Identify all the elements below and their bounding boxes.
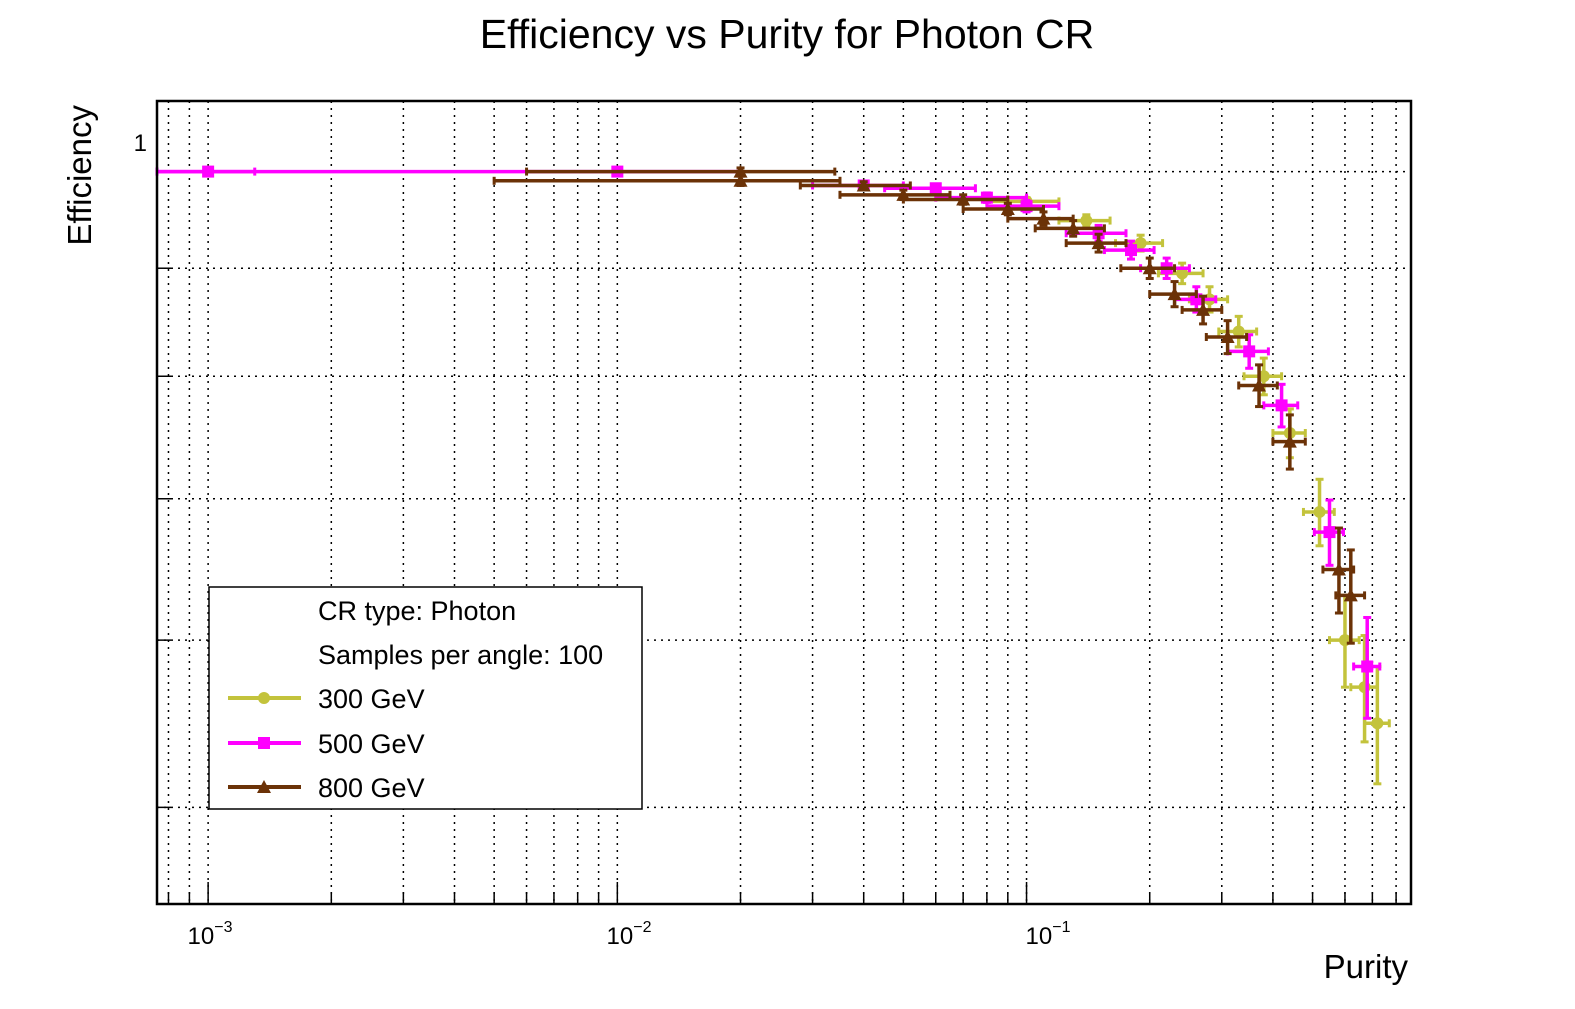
- data-point: [1282, 434, 1297, 448]
- label-layer: 1 10−3 10−2 10−1 Purity Efficiency: [61, 105, 1408, 985]
- series-800-gev: [492, 164, 1367, 645]
- data-layer: [155, 164, 1391, 786]
- data-point: [1142, 261, 1157, 275]
- data-point: [1361, 660, 1374, 673]
- data-point: [733, 164, 748, 178]
- legend-label-300: 300 GeV: [318, 684, 425, 714]
- data-point: [1275, 399, 1288, 412]
- data-point: [1243, 345, 1256, 358]
- data-point: [1066, 221, 1081, 235]
- data-point: [956, 192, 971, 206]
- series-500-gev: [155, 165, 1382, 720]
- data-point: [1371, 717, 1384, 730]
- data-point: [929, 182, 942, 195]
- x-tick-label-1e-2: 10−2: [607, 919, 652, 950]
- data-point: [1343, 588, 1358, 602]
- data-point: [1167, 287, 1182, 301]
- legend-marker-800: [257, 780, 271, 793]
- legend-label-500: 500 GeV: [318, 729, 425, 759]
- x-tick-label-base: 10: [1026, 923, 1053, 950]
- data-point: [856, 178, 871, 192]
- data-point: [733, 173, 748, 187]
- data-point: [1331, 562, 1346, 576]
- data-point: [896, 187, 911, 201]
- data-point: [1091, 236, 1106, 250]
- legend-marker-300: [258, 692, 270, 704]
- data-point: [1125, 244, 1138, 257]
- data-point: [1176, 267, 1189, 280]
- legend-label-800: 800 GeV: [318, 773, 425, 803]
- legend: CR type: Photon Samples per angle: 100 3…: [208, 586, 643, 810]
- y-tick-label: 1: [134, 130, 147, 157]
- legend-header-samples: Samples per angle: 100: [318, 640, 603, 670]
- y-axis-title: Efficiency: [61, 105, 98, 246]
- data-point: [980, 191, 993, 204]
- data-point: [1036, 211, 1051, 225]
- x-axis-title: Purity: [1324, 948, 1409, 985]
- data-point: [1252, 378, 1267, 392]
- plot-frame: [155, 99, 1413, 906]
- x-tick-label-base: 10: [607, 923, 634, 950]
- x-tick-label-base: 10: [188, 923, 215, 950]
- x-tick-label-1e-3: 10−3: [188, 919, 233, 950]
- x-tick-label-exp: −2: [633, 919, 651, 936]
- x-tick-label-exp: −3: [214, 919, 232, 936]
- data-point: [1000, 202, 1015, 216]
- x-tick-label-exp: −1: [1052, 919, 1070, 936]
- data-point: [1134, 237, 1147, 250]
- data-point: [1323, 526, 1336, 539]
- legend-marker-500: [258, 737, 270, 749]
- data-point: [1220, 329, 1235, 343]
- data-point: [1196, 302, 1211, 316]
- data-point: [1080, 214, 1093, 227]
- chart-title: Efficiency vs Purity for Photon CR: [480, 11, 1094, 57]
- legend-header-cr-type: CR type: Photon: [318, 596, 516, 626]
- data-point: [1232, 325, 1245, 338]
- data-point: [1313, 505, 1326, 518]
- grid-layer: [157, 101, 1411, 904]
- x-tick-label-1e-1: 10−1: [1026, 919, 1071, 950]
